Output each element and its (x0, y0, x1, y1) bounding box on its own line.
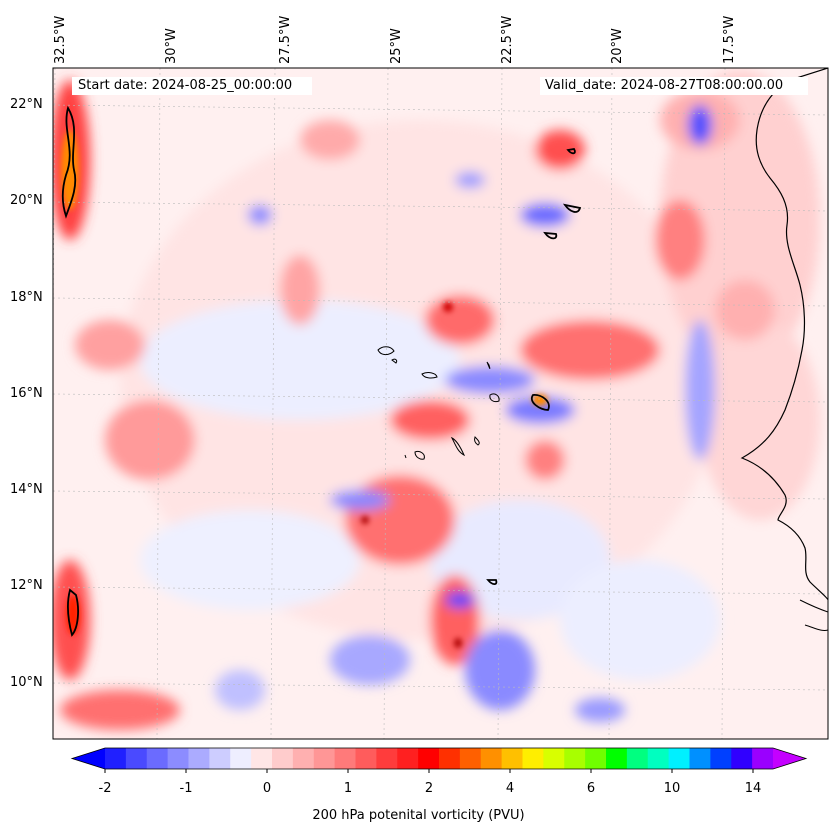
colorbar-swatch (459, 748, 482, 769)
lon-label: 22.5°W (500, 15, 515, 64)
colorbar-extend-high (773, 748, 806, 769)
lat-label: 12°N (10, 578, 43, 593)
lon-label: 17.5°W (722, 15, 737, 64)
colorbar-swatch (668, 748, 690, 769)
colorbar-swatch (105, 748, 127, 769)
colorbar-swatch (146, 748, 169, 769)
colorbar-swatch (167, 748, 189, 769)
colorbar-swatch (251, 748, 273, 769)
colorbar-tick-label: -1 (179, 781, 193, 796)
colorbar-swatch (710, 748, 732, 769)
colorbar-tick-label: 14 (744, 781, 762, 796)
colorbar-swatch (397, 748, 419, 769)
lon-label: 27.5°W (278, 15, 293, 64)
colorbar-swatch (501, 748, 523, 769)
map-frame (52, 67, 829, 740)
cape-verde-islands (377, 346, 500, 460)
colorbar-swatch (626, 748, 649, 769)
colorbar-tick-label: 1 (343, 781, 353, 796)
lat-label: 18°N (10, 290, 43, 305)
colorbar-swatch (522, 748, 544, 769)
colorbar-swatch (439, 748, 461, 769)
colorbar-swatch (564, 748, 586, 769)
lon-label: 32.5°W (53, 15, 68, 64)
colorbar-title: 200 hPa potenital vorticity (PVU) (312, 808, 525, 823)
lat-label: 10°N (10, 675, 43, 690)
colorbar-tick-label: 4 (505, 781, 515, 796)
colorbar-swatch (752, 748, 774, 769)
colorbar-swatch (188, 748, 210, 769)
pv-field (53, 70, 820, 730)
colorbar-swatch (334, 748, 356, 769)
colorbar-tick-label: 0 (262, 781, 272, 796)
africa-coastline (740, 68, 828, 601)
colorbar-swatch (543, 748, 565, 769)
colorbar-tick-label: 2 (424, 781, 434, 796)
lat-label: 20°N (10, 193, 43, 208)
lat-label: 22°N (10, 97, 43, 112)
colorbar-swatch (292, 748, 315, 769)
lon-label: 20°W (610, 28, 625, 64)
colorbar-swatch (606, 748, 628, 769)
lat-label: 14°N (10, 482, 43, 497)
valid-date-box (540, 77, 808, 95)
colorbar-swatch (376, 748, 398, 769)
lon-label: 30°W (164, 28, 179, 64)
colorbar-swatch (689, 748, 711, 769)
colorbar-swatch (418, 748, 440, 769)
colorbar-swatch (355, 748, 377, 769)
colorbar-tick-label: -2 (98, 781, 112, 796)
colorbar-swatch (585, 748, 607, 769)
valid-date-label: Valid_date: 2024-08-27T08:00:00.00 (545, 78, 784, 93)
colorbar-tick-label: 10 (663, 781, 681, 796)
colorbar (70, 747, 808, 773)
colorbar-swatch (731, 748, 753, 769)
colorbar-swatch (480, 748, 503, 769)
colorbar-swatch (125, 748, 148, 769)
colorbar-swatch (230, 748, 252, 769)
lat-label: 16°N (10, 386, 43, 401)
colorbar-tick-label: 6 (586, 781, 596, 796)
map-panel (53, 68, 828, 739)
colorbar-extend-low (72, 748, 105, 769)
pv-contours (61, 105, 582, 637)
start-date-box (72, 77, 312, 95)
start-date-label: Start date: 2024-08-25_00:00:00 (78, 78, 293, 93)
colorbar-swatch (647, 748, 670, 769)
colorbar-swatch (313, 748, 336, 769)
gridlines (53, 68, 828, 739)
colorbar-swatch (209, 748, 231, 769)
colorbar-swatch (272, 748, 294, 769)
lon-label: 25°W (389, 28, 404, 64)
